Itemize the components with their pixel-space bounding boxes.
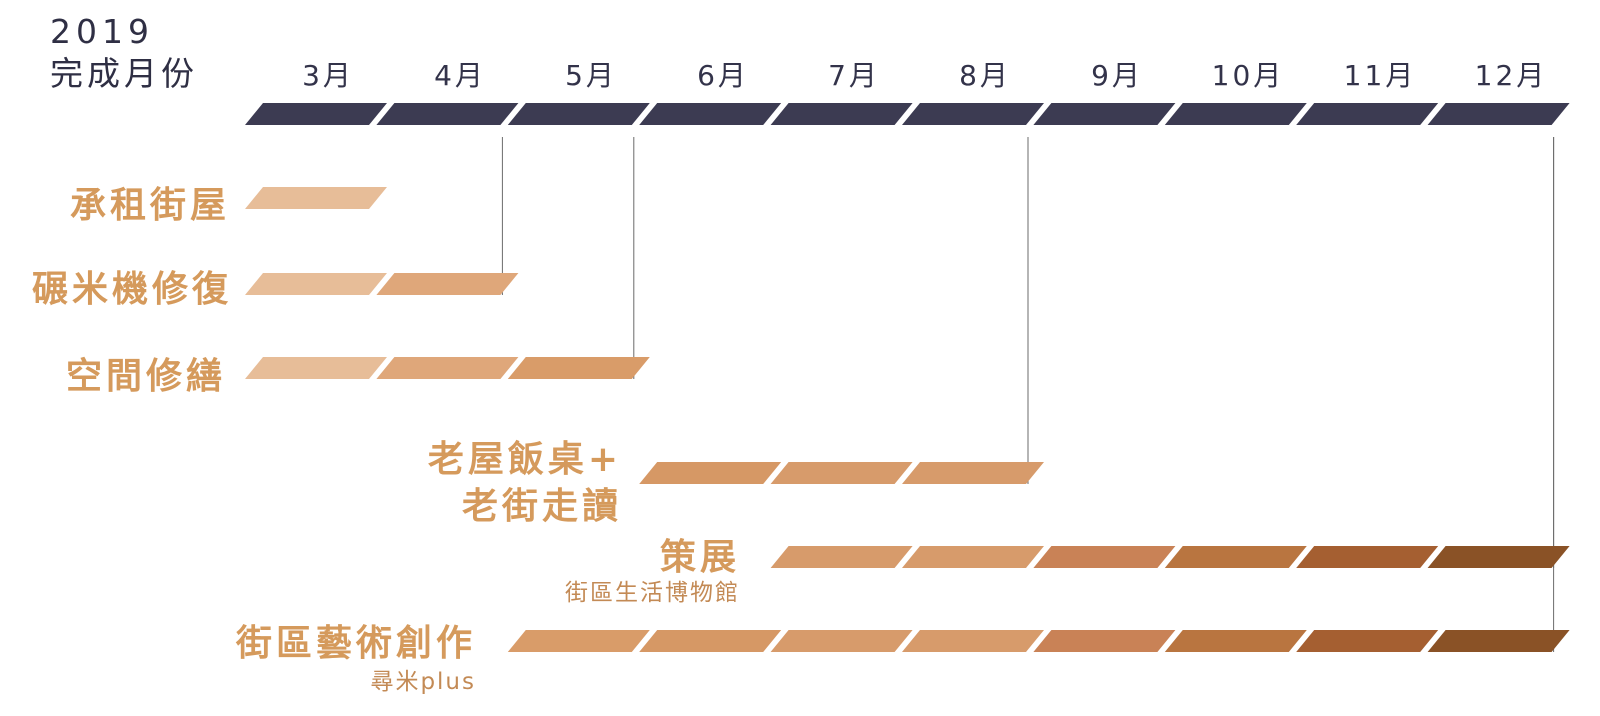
- task-bar-segment: [1164, 546, 1307, 568]
- timeline-segment: [639, 103, 782, 125]
- task-label-exhibition: 策展: [659, 537, 740, 578]
- task-bar-segment: [1427, 630, 1570, 652]
- task-bar-segment: [376, 273, 519, 295]
- timeline-segment: [507, 103, 650, 125]
- task-label-lease: 承租街屋: [69, 185, 230, 226]
- task-bar-segment: [1164, 630, 1307, 652]
- task-bar-segment: [245, 187, 387, 209]
- task-bar-segment: [245, 273, 387, 295]
- timeline-segment: [902, 103, 1044, 125]
- task-bar-segment: [1033, 630, 1176, 652]
- timeline-segment: [770, 103, 913, 125]
- task-bar-segment: [1296, 630, 1439, 652]
- month-label: 4月: [434, 59, 486, 92]
- task-bar-segment: [770, 546, 913, 568]
- timeline-segment: [1033, 103, 1176, 125]
- task-bar-segment: [1427, 546, 1570, 568]
- task-bar-segment: [1033, 546, 1176, 568]
- task-bar-segment: [245, 357, 387, 379]
- month-label: 11月: [1343, 59, 1417, 92]
- task-sublabel-art-creation: 尋米plus: [370, 669, 476, 695]
- task-bar-segment: [376, 357, 519, 379]
- task-bar-segment: [1296, 546, 1439, 568]
- month-label: 7月: [828, 59, 880, 92]
- month-label: 8月: [959, 59, 1011, 92]
- task-bar-segment: [770, 462, 913, 484]
- task-bar-segment: [902, 630, 1044, 652]
- month-label: 9月: [1091, 59, 1143, 92]
- timeline-segment: [376, 103, 519, 125]
- task-bar-segment: [770, 630, 913, 652]
- timeline-segment: [1164, 103, 1307, 125]
- task-label-dining: 老屋飯桌+: [427, 439, 622, 480]
- month-label: 3月: [302, 59, 354, 92]
- timeline-segment: [1427, 103, 1570, 125]
- month-label: 12月: [1474, 59, 1548, 92]
- task-bar-segment: [507, 630, 650, 652]
- month-label: 6月: [697, 59, 749, 92]
- timeline-segment: [1296, 103, 1439, 125]
- task-bar-segment: [507, 357, 650, 379]
- task-bar-segment: [902, 462, 1044, 484]
- task-sublabel-exhibition: 街區生活博物館: [565, 580, 740, 606]
- task-label-street-walk: 老街走讀: [461, 486, 622, 527]
- month-label: 5月: [565, 59, 617, 92]
- month-label: 10月: [1211, 59, 1285, 92]
- task-label-art-creation: 街區藝術創作: [235, 623, 476, 664]
- year-label: 2019: [50, 12, 154, 51]
- task-label-renovation: 空間修繕: [65, 356, 226, 397]
- task-bar-segment: [902, 546, 1044, 568]
- timeline-segment: [245, 103, 387, 125]
- axis-title: 完成月份: [50, 54, 198, 93]
- task-label-mill-repair: 碾米機修復: [31, 269, 232, 310]
- task-bar-segment: [639, 462, 782, 484]
- task-bar-segment: [639, 630, 782, 652]
